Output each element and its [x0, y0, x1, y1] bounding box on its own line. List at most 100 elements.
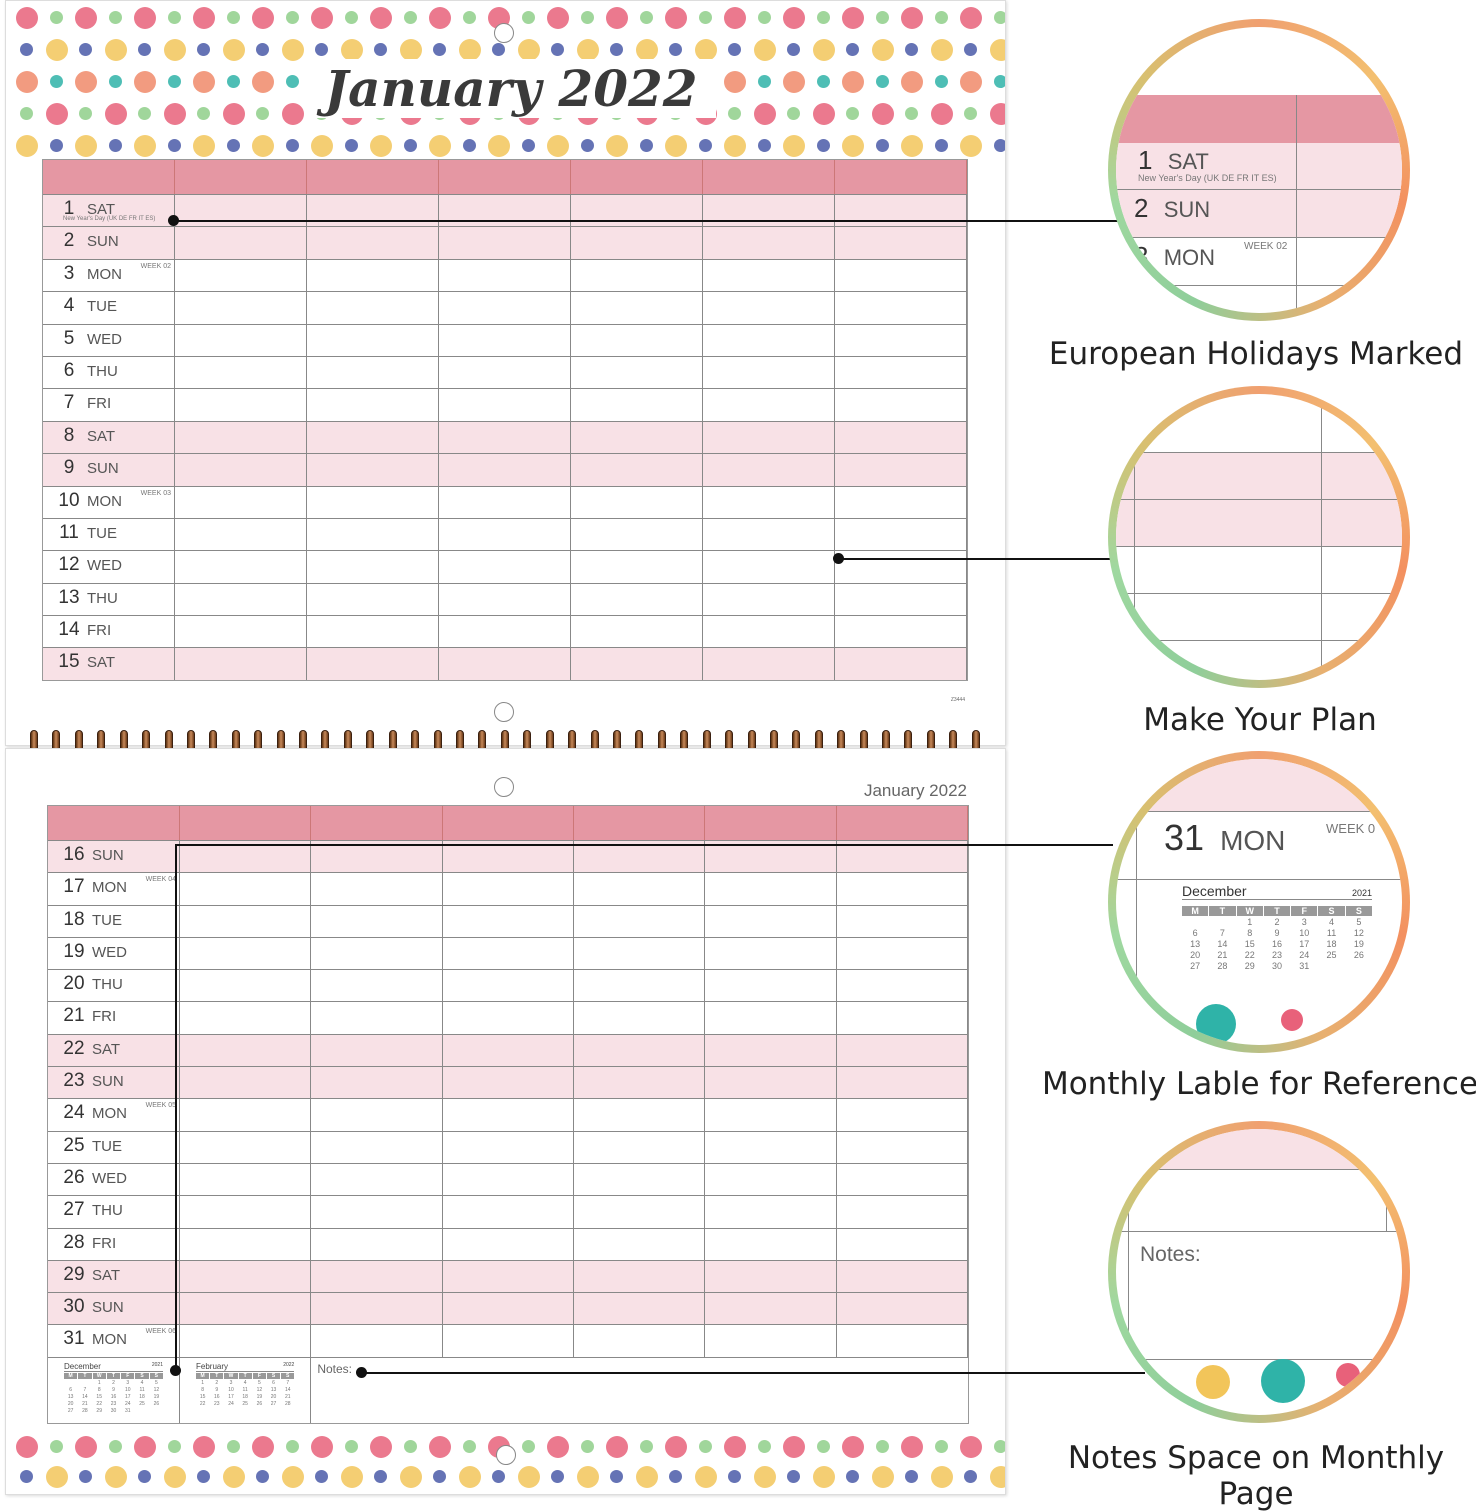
plan-cell[interactable]	[175, 227, 307, 259]
plan-cell[interactable]	[311, 841, 443, 873]
plan-cell[interactable]	[311, 1163, 443, 1196]
plan-cell[interactable]	[180, 1293, 312, 1325]
day-row[interactable]: 8 SAT	[43, 420, 967, 454]
plan-cell[interactable]	[837, 1293, 968, 1325]
plan-cell[interactable]	[705, 1325, 837, 1357]
plan-cell[interactable]	[571, 259, 703, 292]
plan-cell[interactable]	[443, 1260, 574, 1293]
plan-cell[interactable]	[439, 648, 571, 680]
plan-cell[interactable]	[307, 648, 439, 680]
day-row[interactable]: 6 THU	[43, 355, 967, 389]
plan-cell[interactable]	[571, 486, 703, 518]
plan-cell[interactable]	[311, 1002, 443, 1034]
plan-cell[interactable]	[703, 195, 835, 227]
plan-cell[interactable]	[175, 259, 307, 292]
plan-cell[interactable]	[307, 195, 439, 227]
plan-cell[interactable]	[175, 486, 307, 518]
plan-cell[interactable]	[443, 1325, 574, 1357]
day-row[interactable]: 25 TUE	[48, 1130, 968, 1163]
plan-cell[interactable]	[571, 389, 703, 421]
plan-cell[interactable]	[703, 648, 835, 680]
plan-cell[interactable]	[835, 356, 967, 389]
day-row[interactable]: 3 MON WEEK 02	[43, 258, 967, 292]
plan-cell[interactable]	[180, 1325, 312, 1357]
plan-cell[interactable]	[574, 1260, 706, 1293]
plan-cell[interactable]	[837, 1099, 968, 1131]
plan-cell[interactable]	[439, 486, 571, 518]
plan-cell[interactable]	[180, 1002, 312, 1034]
plan-cell[interactable]	[705, 873, 837, 905]
plan-cell[interactable]	[703, 486, 835, 518]
plan-cell[interactable]	[835, 389, 967, 421]
plan-cell[interactable]	[443, 970, 574, 1002]
plan-cell[interactable]	[571, 292, 703, 324]
plan-cell[interactable]	[443, 1034, 574, 1067]
plan-cell[interactable]	[837, 1325, 968, 1357]
plan-cell[interactable]	[443, 841, 574, 873]
plan-cell[interactable]	[835, 518, 967, 551]
plan-cell[interactable]	[443, 1293, 574, 1325]
plan-cell[interactable]	[307, 583, 439, 616]
plan-cell[interactable]	[705, 1163, 837, 1196]
plan-cell[interactable]	[703, 551, 835, 583]
plan-cell[interactable]	[311, 1228, 443, 1260]
plan-cell[interactable]	[703, 227, 835, 259]
day-row[interactable]: 12 WED	[43, 550, 967, 583]
plan-cell[interactable]	[837, 1163, 968, 1196]
day-row[interactable]: 5 WED	[43, 323, 967, 356]
plan-cell[interactable]	[180, 1099, 312, 1131]
plan-cell[interactable]	[835, 616, 967, 648]
plan-cell[interactable]	[571, 454, 703, 486]
plan-cell[interactable]	[443, 873, 574, 905]
day-row[interactable]: 2 SUN	[43, 226, 967, 259]
plan-cell[interactable]	[180, 1131, 312, 1163]
plan-cell[interactable]	[837, 1228, 968, 1260]
plan-cell[interactable]	[443, 1228, 574, 1260]
plan-cell[interactable]	[307, 421, 439, 454]
plan-cell[interactable]	[835, 292, 967, 324]
plan-cell[interactable]	[175, 292, 307, 324]
plan-cell[interactable]	[703, 324, 835, 356]
plan-cell[interactable]	[180, 1228, 312, 1260]
plan-cell[interactable]	[705, 1228, 837, 1260]
plan-cell[interactable]	[571, 518, 703, 551]
plan-cell[interactable]	[835, 486, 967, 518]
plan-cell[interactable]	[439, 421, 571, 454]
day-row[interactable]: 11 TUE	[43, 517, 967, 551]
plan-cell[interactable]	[307, 292, 439, 324]
plan-cell[interactable]	[175, 551, 307, 583]
plan-cell[interactable]	[703, 259, 835, 292]
plan-cell[interactable]	[574, 1002, 706, 1034]
day-row[interactable]: 26 WED	[48, 1162, 968, 1196]
plan-cell[interactable]	[835, 648, 967, 680]
day-row[interactable]: 28 FRI	[48, 1227, 968, 1260]
plan-cell[interactable]	[703, 583, 835, 616]
plan-cell[interactable]	[175, 195, 307, 227]
plan-cell[interactable]	[180, 905, 312, 937]
plan-cell[interactable]	[443, 1002, 574, 1034]
day-row[interactable]: 9 SUN	[43, 453, 967, 486]
plan-cell[interactable]	[311, 937, 443, 970]
plan-cell[interactable]	[703, 292, 835, 324]
plan-cell[interactable]	[571, 648, 703, 680]
plan-cell[interactable]	[443, 1196, 574, 1228]
plan-cell[interactable]	[835, 324, 967, 356]
plan-cell[interactable]	[311, 1034, 443, 1067]
plan-cell[interactable]	[571, 616, 703, 648]
plan-cell[interactable]	[705, 1196, 837, 1228]
plan-cell[interactable]	[307, 356, 439, 389]
plan-cell[interactable]	[443, 905, 574, 937]
plan-cell[interactable]	[703, 356, 835, 389]
plan-cell[interactable]	[180, 1067, 312, 1099]
plan-cell[interactable]	[307, 324, 439, 356]
plan-cell[interactable]	[311, 1293, 443, 1325]
plan-cell[interactable]	[574, 873, 706, 905]
plan-cell[interactable]	[180, 937, 312, 970]
plan-cell[interactable]	[307, 486, 439, 518]
plan-cell[interactable]	[439, 583, 571, 616]
day-row[interactable]: 7 FRI	[43, 388, 967, 421]
plan-cell[interactable]	[311, 1067, 443, 1099]
plan-cell[interactable]	[574, 937, 706, 970]
plan-cell[interactable]	[307, 389, 439, 421]
day-row[interactable]: 17 MON WEEK 04	[48, 872, 968, 905]
